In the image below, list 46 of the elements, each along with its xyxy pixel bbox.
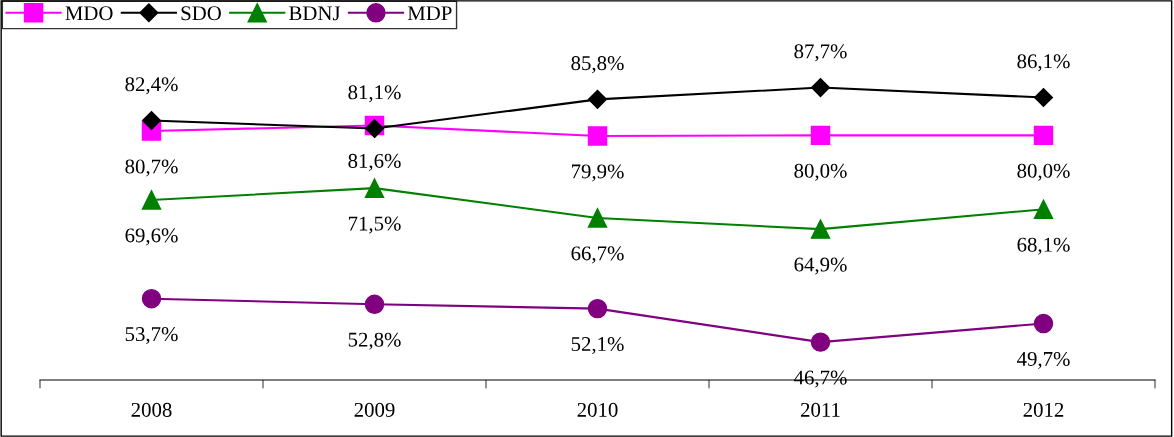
data-label: 82,4% (125, 77, 178, 95)
point (810, 78, 831, 98)
x-tick-label: 2009 (354, 402, 395, 417)
data-label: 81,6% (348, 153, 401, 171)
data-label: 49,7% (1017, 351, 1070, 369)
data-label: 79,9% (571, 164, 624, 182)
data-label: 69,6% (125, 228, 178, 246)
point (141, 110, 162, 131)
data-label: 68,1% (1017, 237, 1070, 255)
point (1033, 313, 1054, 334)
point (364, 178, 385, 198)
data-label: 64,9% (794, 257, 847, 275)
data-label: 80,7% (125, 159, 178, 177)
data-label: 52,8% (348, 332, 401, 350)
legend-label: SDO (181, 6, 221, 21)
point (587, 126, 608, 146)
data-label: 52,1% (571, 336, 624, 355)
point (364, 294, 385, 314)
point (141, 288, 162, 309)
point (1033, 87, 1054, 108)
point (810, 332, 831, 352)
point (810, 219, 831, 239)
legend-label: MDP (407, 6, 452, 21)
data-label: 66,7% (571, 246, 624, 264)
x-tick-label: 2011 (800, 402, 840, 417)
data-label: 46,7% (794, 370, 847, 388)
x-tick-label: 2012 (1023, 402, 1064, 417)
point (1033, 125, 1054, 146)
data-label: 53,7% (125, 327, 178, 345)
point (587, 298, 608, 319)
data-label: 86,1% (1017, 54, 1070, 72)
legend-label: BDNJ (289, 6, 341, 21)
point (587, 89, 608, 109)
data-label: 80,0% (794, 163, 847, 181)
point (1033, 199, 1054, 219)
data-label: 81,1% (348, 85, 401, 103)
x-tick-label: 2010 (577, 402, 618, 417)
point (141, 190, 162, 210)
data-label: 87,7% (794, 44, 847, 62)
x-tick-label: 2008 (131, 402, 172, 417)
point (810, 125, 831, 146)
data-label: 71,5% (348, 216, 401, 234)
point (587, 208, 608, 228)
legend-label: MDO (65, 6, 113, 21)
data-label: 85,8% (571, 56, 624, 74)
data-label: 80,0% (1017, 163, 1070, 181)
